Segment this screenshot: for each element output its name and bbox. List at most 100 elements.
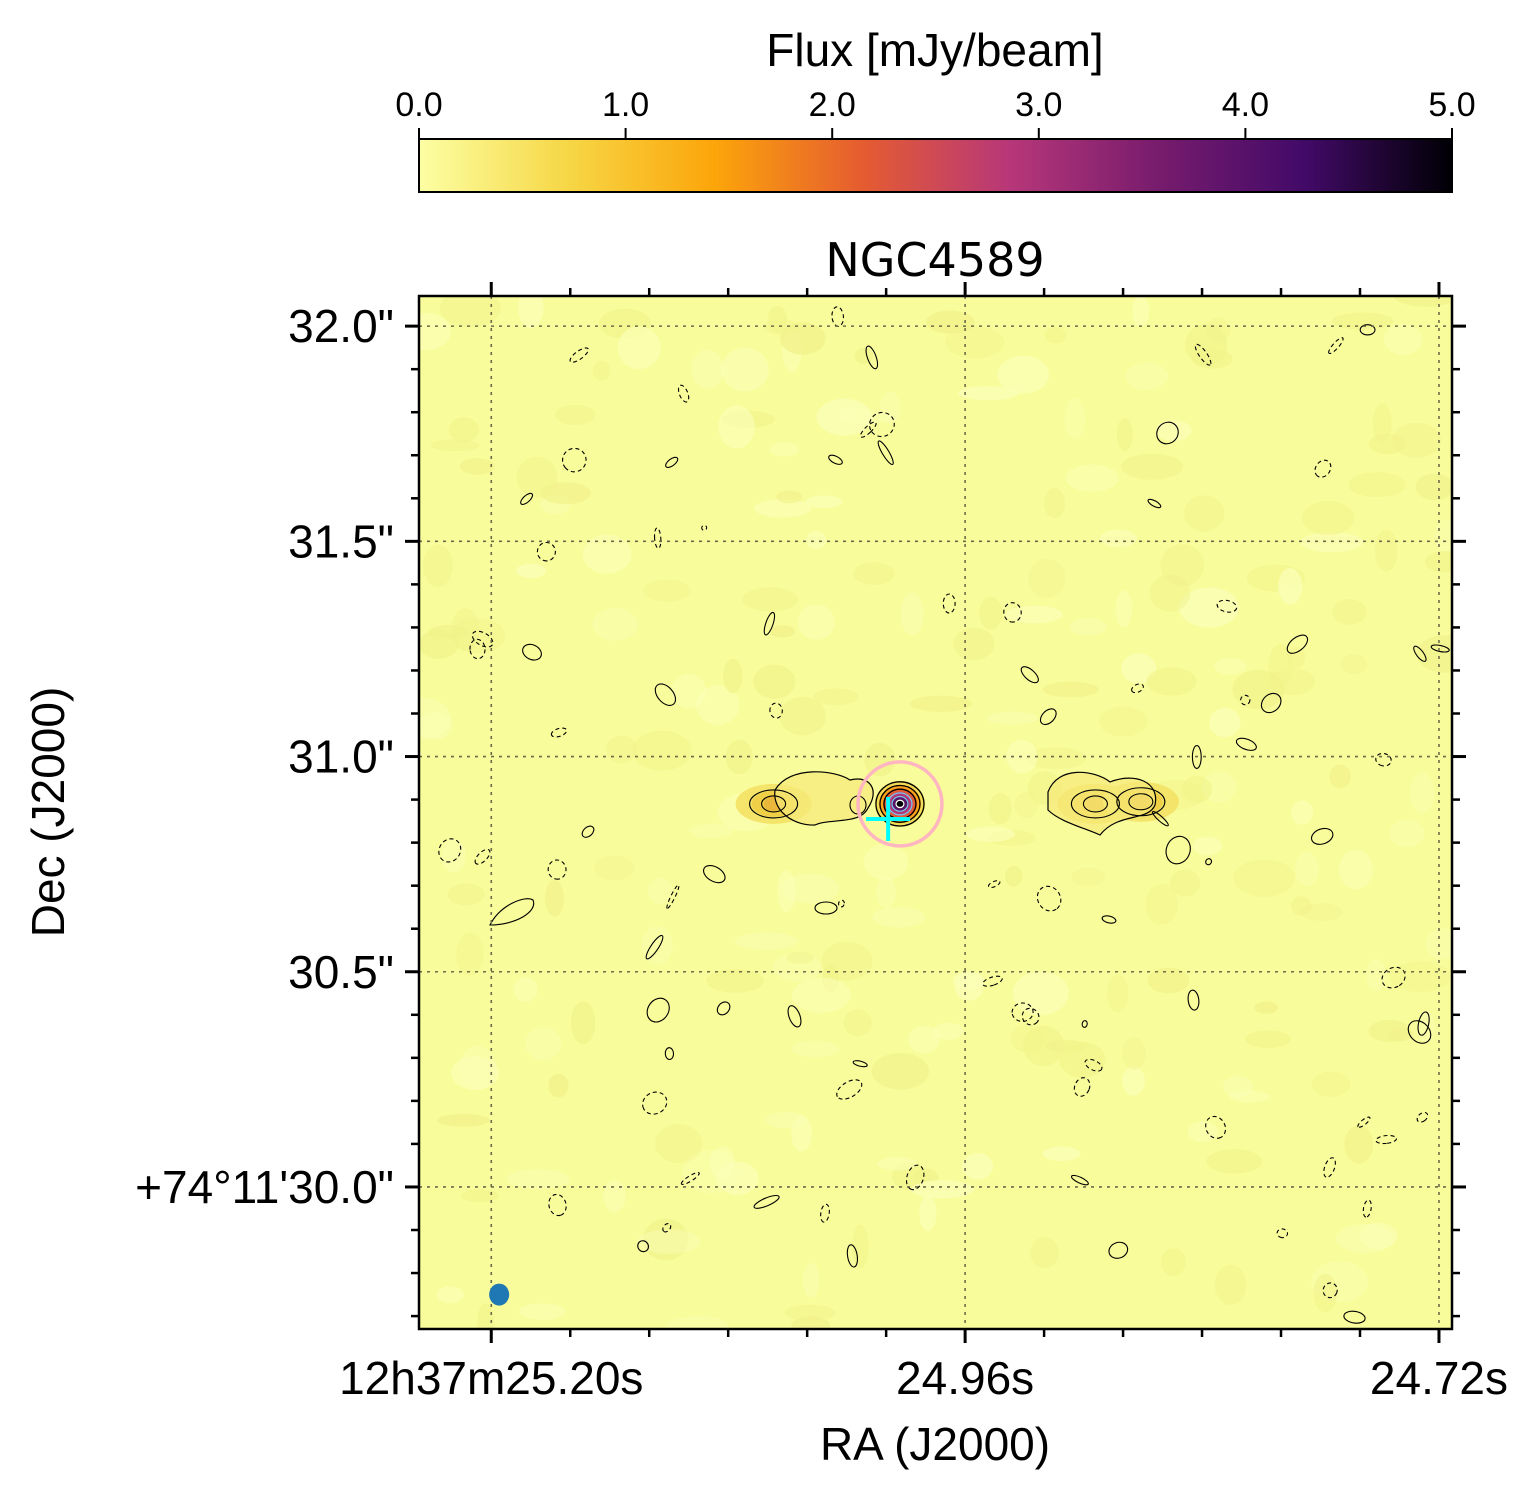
positive-contour <box>1430 644 1450 653</box>
noise-blob <box>753 664 796 699</box>
noise-blob <box>1161 1248 1186 1276</box>
noise-blob <box>791 1040 840 1058</box>
positive-contour <box>1151 810 1169 827</box>
noise-blob <box>843 1009 872 1037</box>
noise-blob <box>1116 418 1133 451</box>
noise-blob <box>1192 836 1223 856</box>
noise-blob <box>754 499 812 518</box>
core-contour <box>875 781 925 827</box>
colorbar-tick-label: 4.0 <box>1222 86 1269 124</box>
noise-blob <box>777 870 796 913</box>
negative-contour <box>469 638 486 660</box>
noise-blob <box>879 391 902 424</box>
noise-blob <box>813 688 859 706</box>
noise-blob <box>911 1180 974 1199</box>
noise-blob <box>945 326 1005 359</box>
positive-contour <box>637 1240 650 1253</box>
positive-contour <box>846 1244 859 1268</box>
noise-blob <box>1383 324 1423 356</box>
noise-blob <box>1030 1237 1059 1269</box>
noise-blob <box>784 1304 836 1321</box>
noise-blob <box>1069 618 1107 636</box>
negative-contour <box>438 838 462 863</box>
negative-contour <box>769 702 783 719</box>
noise-blob <box>864 742 896 777</box>
positive-contour <box>1101 915 1117 924</box>
noise-blob <box>436 1286 464 1304</box>
noise-blob <box>1214 657 1247 675</box>
noise-blob <box>1147 967 1190 994</box>
noise-blob <box>1374 529 1398 572</box>
positive-contour <box>1070 1174 1089 1186</box>
lobe-envelope <box>1048 772 1156 835</box>
negative-contour <box>1003 602 1022 623</box>
positive-contour <box>1165 835 1191 865</box>
noise-blob <box>900 592 924 636</box>
negative-contour <box>662 1222 672 1233</box>
colorbar-tick-label: 2.0 <box>809 86 856 124</box>
noise-blob <box>1425 550 1452 573</box>
noise-blob <box>1300 532 1364 553</box>
noise-blob <box>451 618 506 654</box>
positive-contour <box>763 611 776 636</box>
positive-contour <box>865 345 879 370</box>
noise-blob <box>853 562 895 585</box>
noise-blob <box>1206 317 1230 344</box>
negative-contour <box>536 541 556 562</box>
noise-blob <box>1191 349 1233 369</box>
positive-contour <box>814 901 838 915</box>
negative-contour <box>1216 599 1238 613</box>
negative-contour <box>666 884 680 909</box>
noise-blob <box>1099 529 1137 548</box>
noise-blob <box>637 1229 701 1254</box>
noise-blob <box>854 347 874 364</box>
colorbar-tick-label: 0.0 <box>395 86 442 124</box>
noise-blob <box>582 534 632 574</box>
noise-blob <box>516 456 558 498</box>
noise-blob <box>1187 1121 1219 1143</box>
negative-contour <box>1362 1199 1372 1218</box>
lobe-contour <box>749 789 799 819</box>
noise-blob <box>776 490 803 504</box>
positive-contour <box>1310 827 1334 845</box>
positive-contour <box>581 825 595 838</box>
positive-contour <box>1187 989 1200 1011</box>
lobe-contour <box>761 795 787 813</box>
noise-blob <box>655 1124 703 1164</box>
noise-blob <box>773 952 822 982</box>
chart-title: NGC4589 <box>825 233 1044 287</box>
positive-contour <box>1235 737 1257 751</box>
noise-blob <box>548 1073 569 1098</box>
noise-blob <box>419 629 459 659</box>
noise-blob <box>1004 605 1063 624</box>
noise-blob <box>419 312 451 351</box>
host-circle-marker <box>856 760 944 848</box>
noise-blob <box>780 873 840 904</box>
x-axis-label: RA (J2000) <box>820 1418 1050 1470</box>
noise-blob <box>962 1153 994 1180</box>
noise-blob <box>1409 772 1435 814</box>
noise-blob <box>1348 472 1406 498</box>
noise-blob <box>606 735 638 764</box>
noise-blob <box>1044 327 1067 344</box>
noise-blob <box>734 932 798 950</box>
noise-blob <box>1107 974 1129 1013</box>
y-axis-label: Dec (J2000) <box>22 687 74 938</box>
lobe-contour <box>1082 795 1108 813</box>
emission <box>735 771 1179 835</box>
image-background <box>419 296 1452 1329</box>
positive-contour <box>828 454 843 465</box>
negative-contour <box>987 880 1001 889</box>
positive-contour <box>1286 634 1309 654</box>
noise-blob <box>696 685 740 725</box>
noise-blob <box>540 482 591 505</box>
negative-contour <box>653 527 662 549</box>
positive-contour <box>1413 645 1427 662</box>
noise-blob <box>1228 1090 1271 1103</box>
positive-contour <box>522 643 542 661</box>
noise-blob <box>592 607 638 641</box>
noise-blob <box>1287 646 1306 669</box>
core-contour <box>879 784 921 823</box>
positive-contour <box>716 1001 731 1016</box>
negative-contour <box>550 727 568 738</box>
